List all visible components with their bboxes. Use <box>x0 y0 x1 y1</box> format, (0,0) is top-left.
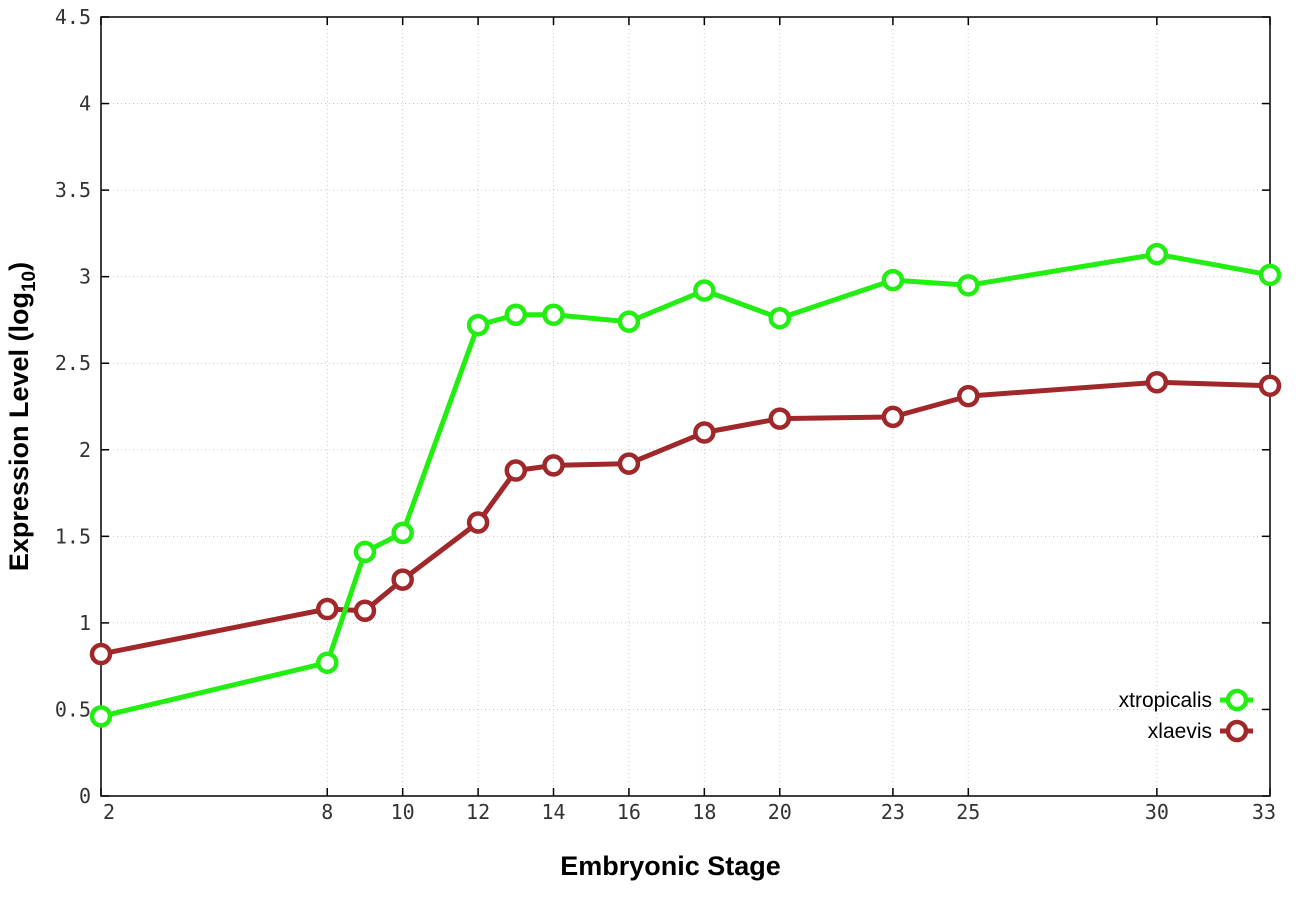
x-axis: 2 8 10 12 14 16 18 20 23 25 30 33 <box>100 17 1276 824</box>
y-tick-label: 1 <box>79 611 91 635</box>
legend-label: xtropicalis <box>1119 689 1212 712</box>
data-point-xlaevis <box>353 599 377 623</box>
data-point-xlaevis <box>957 384 980 408</box>
y-tick-label: 0 <box>79 784 91 808</box>
data-point-xtropicalis <box>1258 263 1282 287</box>
data-point-xtropicalis <box>881 268 905 292</box>
x-tick-label: 25 <box>956 800 980 824</box>
data-point-xlaevis <box>768 407 792 430</box>
x-tick-label: 2 <box>103 800 115 824</box>
legend-marker <box>1225 688 1249 712</box>
data-point-xtropicalis <box>391 521 414 545</box>
data-point-xtropicalis <box>466 313 490 337</box>
x-tick-label: 23 <box>881 800 905 824</box>
x-tick-label: 33 <box>1252 800 1276 824</box>
y-axis-title-subscript: 10 <box>19 271 40 292</box>
plot-frame <box>100 16 1271 797</box>
data-point-xtropicalis <box>957 274 980 297</box>
y-tick-label: 3.5 <box>55 178 91 202</box>
x-tick-label: 16 <box>617 800 641 824</box>
y-axis-title-close: ) <box>4 262 34 271</box>
x-tick-label: 10 <box>391 800 415 824</box>
y-tick-label: 2 <box>79 438 91 462</box>
series-xtropicalis <box>89 242 1282 728</box>
x-tick-label: 12 <box>466 800 490 824</box>
series-layer <box>89 242 1282 728</box>
x-axis-title: Embryonic Stage <box>560 851 781 881</box>
y-axis-title: Expression Level (log10) <box>4 262 40 571</box>
data-point-xtropicalis <box>693 279 716 302</box>
x-tick-label: 14 <box>541 800 565 824</box>
data-point-xlaevis <box>542 454 565 477</box>
data-point-xtropicalis <box>353 540 377 564</box>
data-point-xlaevis <box>617 452 641 475</box>
y-tick-label: 4 <box>79 92 91 116</box>
data-point-xlaevis <box>316 597 339 621</box>
legend-label: xlaevis <box>1148 720 1212 743</box>
data-point-xlaevis <box>881 405 905 429</box>
y-axis: 0 0.5 1 1.5 2 2.5 3 3.5 4 4.5 <box>55 5 1270 808</box>
x-tick-label: 30 <box>1145 800 1169 824</box>
data-point-xlaevis <box>89 642 113 666</box>
legend-marker <box>1225 719 1249 743</box>
x-tick-label: 8 <box>321 800 333 824</box>
data-point-xlaevis <box>1258 374 1282 397</box>
series-xlaevis <box>89 371 1282 666</box>
data-point-xtropicalis <box>316 651 339 674</box>
y-tick-label: 3 <box>79 265 91 289</box>
grid <box>101 17 1270 796</box>
y-axis-title-main: Expression Level (log <box>4 292 34 571</box>
series-line-xlaevis <box>100 379 1271 657</box>
y-tick-label: 1.5 <box>55 524 91 548</box>
data-point-xlaevis <box>1145 371 1169 394</box>
y-tick-label: 2.5 <box>55 351 91 375</box>
data-point-xtropicalis <box>504 303 528 327</box>
x-tick-label: 18 <box>692 800 716 824</box>
data-point-xlaevis <box>391 568 414 591</box>
x-tick-label: 20 <box>768 800 792 824</box>
legend: xtropicalis xlaevis <box>1119 688 1253 743</box>
data-point-xtropicalis <box>768 306 792 330</box>
data-point-xtropicalis <box>89 705 113 728</box>
data-point-xlaevis <box>504 459 528 482</box>
data-point-xlaevis <box>466 511 490 534</box>
data-point-xtropicalis <box>617 310 641 333</box>
data-point-xtropicalis <box>542 303 565 327</box>
data-point-xlaevis <box>693 421 716 444</box>
y-tick-label: 4.5 <box>55 5 91 29</box>
y-tick-label: 0.5 <box>55 697 91 721</box>
data-point-xtropicalis <box>1145 242 1169 266</box>
series-line-xtropicalis <box>100 251 1271 719</box>
